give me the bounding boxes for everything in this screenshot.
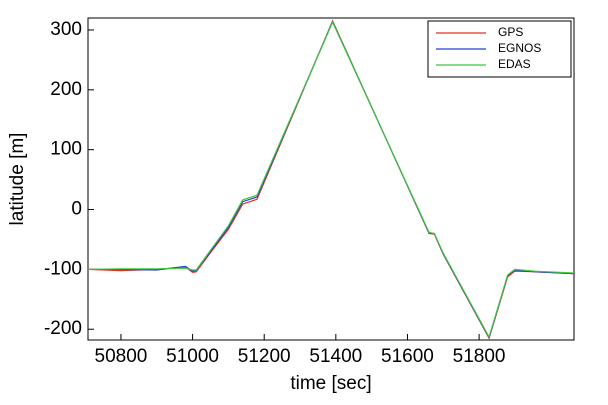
x-tick-label: 51600: [381, 346, 434, 367]
legend-label: EDAS: [498, 57, 531, 71]
plot-frame: [87, 17, 575, 341]
series-line: [87, 20, 575, 339]
y-tick-label: -200: [44, 318, 82, 339]
x-axis-label: time [sec]: [290, 373, 371, 394]
legend-label: EGNOS: [498, 41, 541, 55]
y-tick-label: 300: [50, 19, 82, 40]
x-tick-label: 51800: [453, 346, 506, 367]
y-axis-label: latitude [m]: [7, 133, 28, 226]
legend-label: GPS: [498, 25, 523, 39]
y-tick-label: 200: [50, 79, 82, 100]
y-tick-label: 100: [50, 139, 82, 160]
x-tick-label: 51400: [309, 346, 362, 367]
x-tick-label: 50800: [95, 346, 148, 367]
y-tick-label: -100: [44, 258, 82, 279]
y-tick-label: 0: [71, 199, 82, 220]
x-tick-label: 51200: [238, 346, 291, 367]
x-tick-label: 51000: [166, 346, 219, 367]
